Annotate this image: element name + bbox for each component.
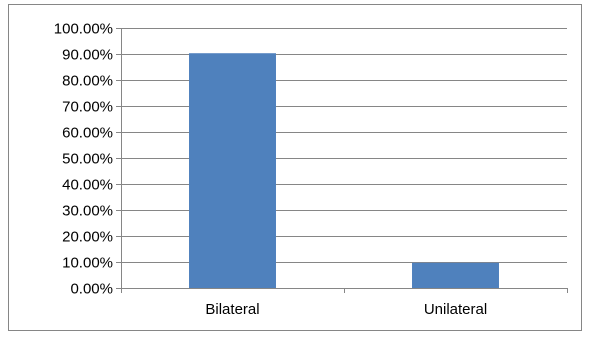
bar-chart: 0.00% 10.00% 20.00% 30.00% 40.00% 50.00% 60.00… [54, 21, 568, 319]
y-tick-label: 10.00% [62, 255, 113, 272]
y-tick-label: 70.00% [62, 99, 113, 116]
chart-frame: 0.00% 10.00% 20.00% 30.00% 40.00% 50.00% 60.00… [8, 4, 582, 331]
y-tick-label: 50.00% [62, 151, 113, 168]
y-tick-label: 20.00% [62, 229, 113, 246]
y-tick-label: 30.00% [62, 203, 113, 220]
y-tick-label: 80.00% [62, 73, 113, 90]
gridlines [121, 28, 567, 263]
bar-bilateral [189, 53, 276, 288]
labels: 0.00% 10.00% 20.00% 30.00% 40.00% 50.00% 60.00… [54, 21, 487, 319]
x-category-label: Bilateral [205, 301, 259, 318]
y-tick-label: 0.00% [70, 281, 113, 298]
y-tick-label: 60.00% [62, 125, 113, 142]
x-category-label: Unilateral [424, 301, 487, 318]
y-tick-label: 40.00% [62, 177, 113, 194]
y-tick-label: 100.00% [54, 21, 113, 38]
bars [189, 53, 499, 288]
bar-unilateral [412, 262, 499, 288]
y-tick-label: 90.00% [62, 47, 113, 64]
axes [116, 28, 568, 293]
